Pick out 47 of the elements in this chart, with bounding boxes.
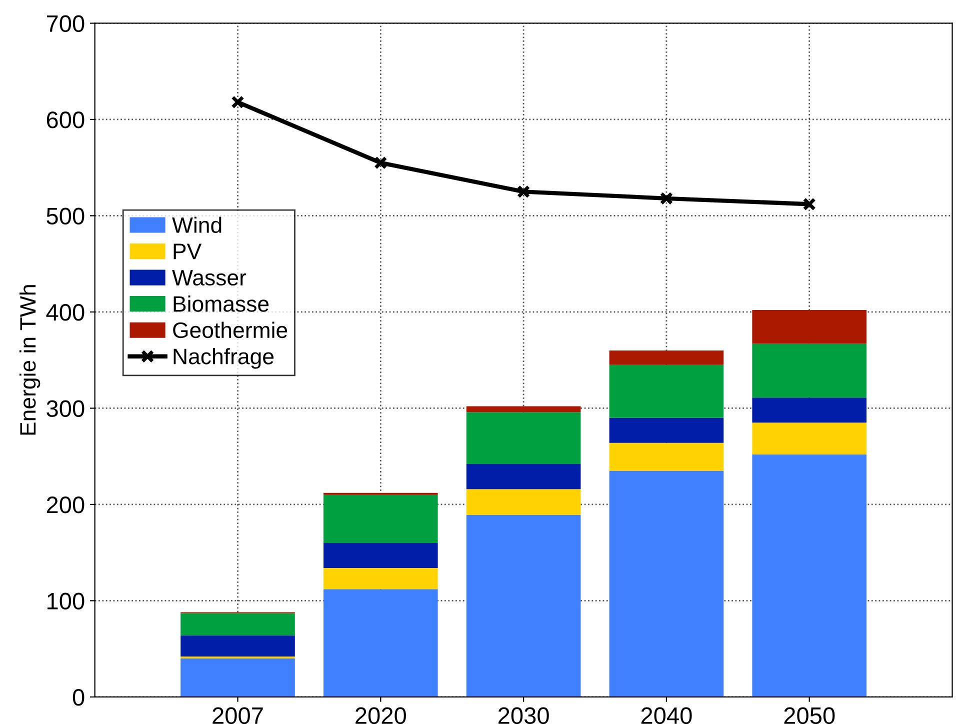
bar (752, 344, 867, 398)
bar (752, 454, 867, 697)
bar (609, 350, 724, 365)
y-tick-label: 700 (46, 15, 84, 32)
point (374, 156, 388, 170)
y-tick-label: 200 (46, 496, 84, 514)
point (660, 192, 674, 205)
y-tick-label: 500 (46, 208, 84, 225)
x-tick-label: 2020 (356, 707, 406, 724)
y-tick-label: 300 (46, 400, 84, 418)
y-axis-title: Energie in TWh (19, 285, 40, 435)
bar (609, 418, 724, 443)
bar (466, 406, 581, 412)
bar (466, 515, 581, 697)
legend-label: Wind (172, 216, 222, 234)
point (231, 96, 244, 109)
y-tick-label: 100 (48, 592, 84, 610)
bar (752, 310, 867, 344)
bar (323, 568, 438, 590)
x-tick-label: 2007 (212, 707, 263, 724)
legend-label: Wasser (172, 270, 246, 286)
bar (752, 398, 867, 423)
bar (323, 494, 438, 543)
legend-label: Biomasse (174, 296, 269, 312)
x-tick-label: 2030 (498, 707, 549, 724)
point (516, 185, 530, 198)
bar (609, 470, 724, 697)
bar (466, 489, 581, 516)
legend-label: PV (174, 244, 202, 260)
bar (323, 542, 438, 568)
y-tick-label: 0 (72, 689, 84, 706)
bar (466, 464, 581, 490)
legend-label: Geothermie (173, 322, 288, 338)
bar (180, 635, 295, 657)
x-tick-label: 2050 (784, 707, 835, 724)
bar (609, 364, 724, 418)
bar (180, 613, 295, 636)
bar (752, 422, 867, 454)
bar (180, 658, 295, 697)
legend-label: Nachfrage (174, 348, 274, 369)
y-tick-label: 400 (46, 304, 84, 321)
bar (609, 442, 724, 471)
point (802, 198, 816, 211)
bar (466, 412, 581, 464)
y-tick-label: 600 (46, 112, 84, 128)
x-tick-label: 2040 (641, 707, 692, 724)
bar (323, 589, 438, 697)
